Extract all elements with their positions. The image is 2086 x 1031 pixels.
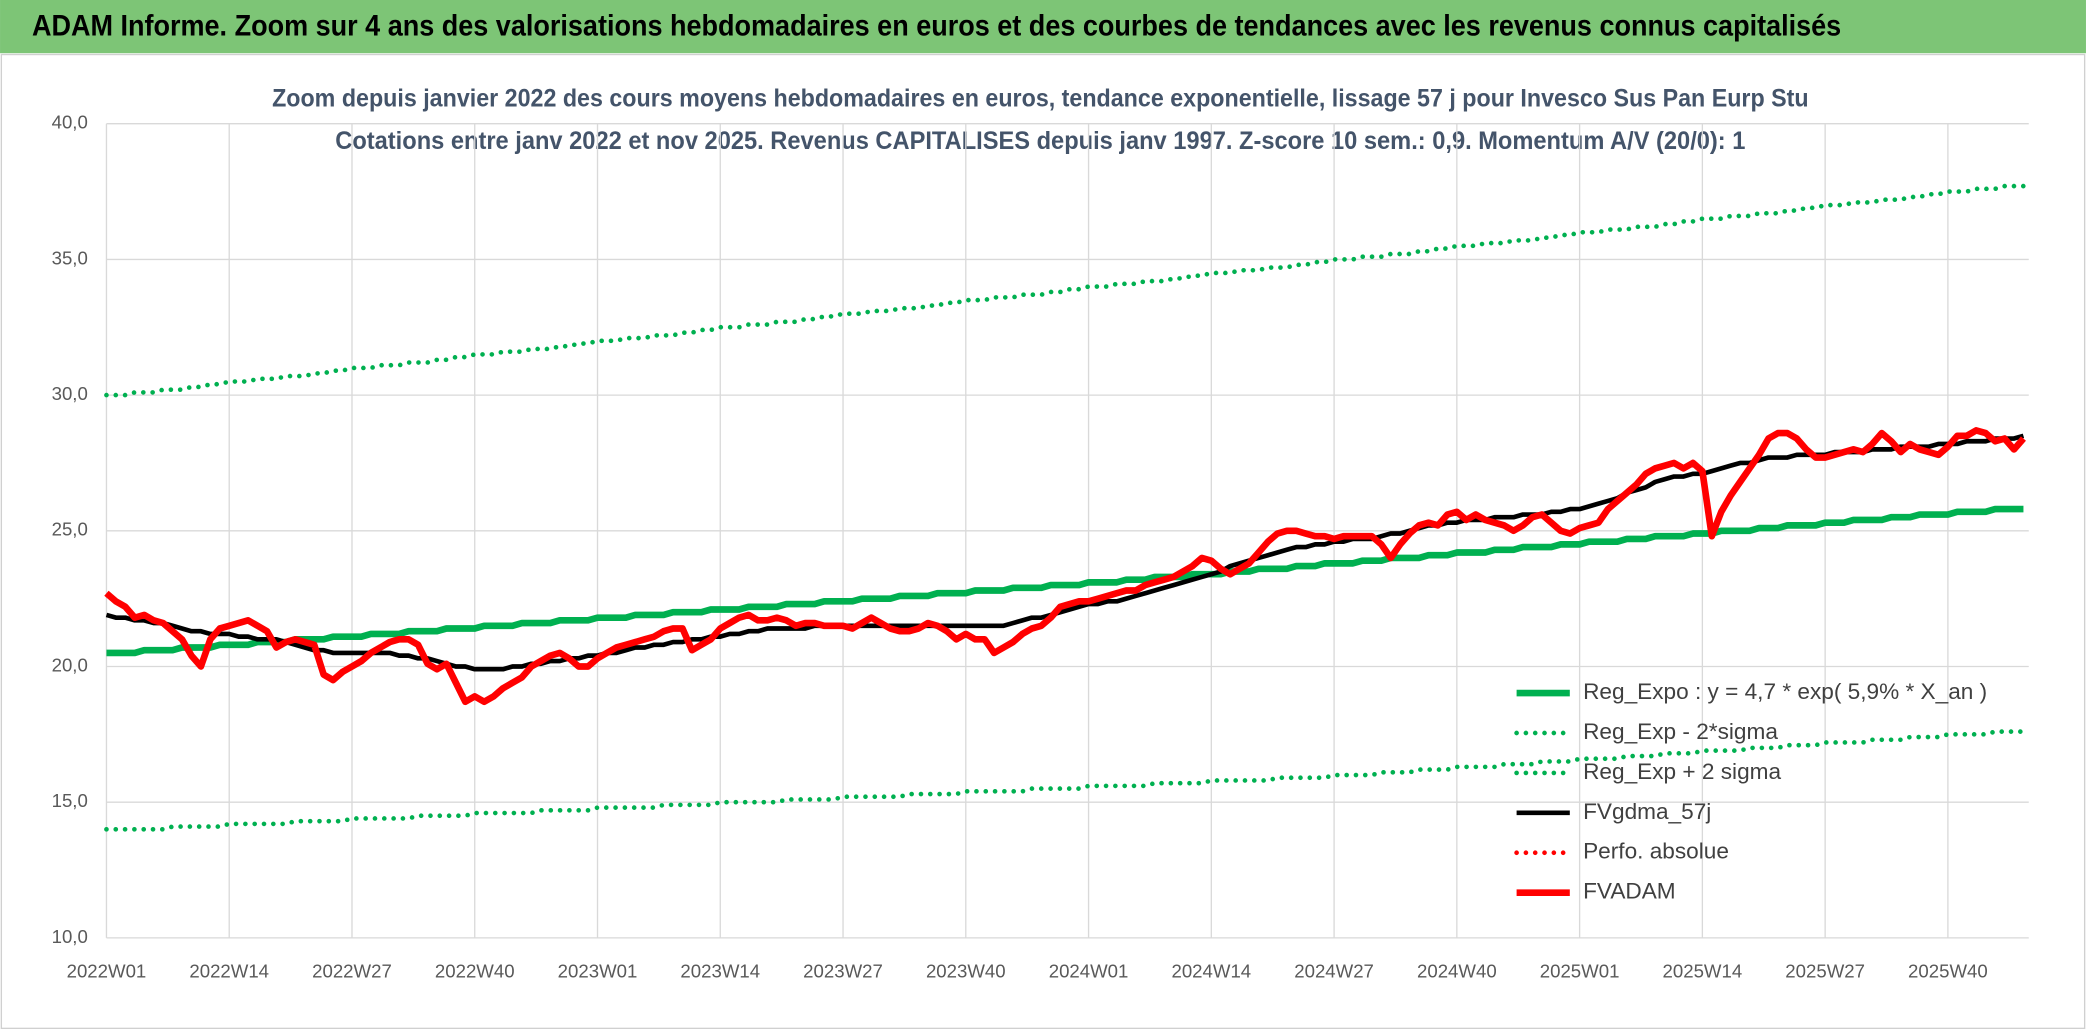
x-tick-label: 2023W40 bbox=[926, 960, 1006, 981]
y-tick-label: 40,0 bbox=[52, 112, 88, 133]
x-tick-label: 2023W14 bbox=[680, 960, 760, 981]
chart-subtitle: Cotations entre janv 2022 et nov 2025. R… bbox=[335, 127, 1745, 155]
legend-label: FVADAM bbox=[1583, 879, 1676, 904]
x-tick-label: 2024W40 bbox=[1417, 960, 1497, 981]
series-line bbox=[104, 427, 2026, 706]
chart-subtitle: Zoom depuis janvier 2022 des cours moyen… bbox=[272, 84, 1809, 112]
legend-label: Reg_Expo : y = 4,7 * exp( 5,9% * X_an ) bbox=[1583, 679, 1987, 704]
y-tick-label: 30,0 bbox=[52, 383, 88, 404]
x-tick-label: 2024W27 bbox=[1294, 960, 1374, 981]
legend-label: FVgdma_57j bbox=[1583, 799, 1711, 824]
chart-frame bbox=[0, 53, 2086, 1030]
x-tick-label: 2023W01 bbox=[558, 960, 638, 981]
x-tick-label: 2023W27 bbox=[803, 960, 883, 981]
y-tick-label: 15,0 bbox=[52, 790, 88, 811]
x-tick-label: 2025W01 bbox=[1540, 960, 1620, 981]
series-line bbox=[104, 183, 2026, 398]
x-tick-label: 2024W01 bbox=[1049, 960, 1129, 981]
x-tick-label: 2022W40 bbox=[435, 960, 515, 981]
x-tick-label: 2025W14 bbox=[1663, 960, 1743, 981]
x-tick-label: 2022W01 bbox=[67, 960, 147, 981]
x-tick-label: 2022W27 bbox=[312, 960, 392, 981]
x-tick-label: 2024W14 bbox=[1171, 960, 1251, 981]
x-tick-label: 2022W14 bbox=[189, 960, 269, 981]
legend-label: Reg_Exp - 2*sigma bbox=[1583, 719, 1778, 744]
y-tick-label: 25,0 bbox=[52, 519, 88, 540]
series-line bbox=[106, 505, 2024, 657]
legend-label: Reg_Exp + 2 sigma bbox=[1583, 759, 1781, 784]
y-tick-label: 10,0 bbox=[52, 926, 88, 947]
header-bar bbox=[0, 0, 2086, 54]
x-tick-label: 2025W27 bbox=[1785, 960, 1865, 981]
x-tick-label: 2025W40 bbox=[1908, 960, 1988, 981]
legend-label: Perfo. absolue bbox=[1583, 839, 1729, 864]
y-tick-label: 35,0 bbox=[52, 247, 88, 268]
y-tick-label: 20,0 bbox=[52, 654, 88, 675]
page-title: ADAM Informe. Zoom sur 4 ans des valoris… bbox=[32, 11, 1841, 43]
